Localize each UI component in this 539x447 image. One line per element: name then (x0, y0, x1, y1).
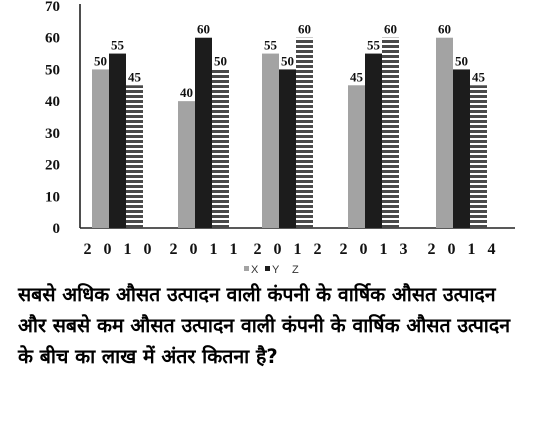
x-category-label: 2 0 1 0 (84, 241, 156, 258)
bar-value-label: 55 (111, 38, 125, 53)
legend-label-y: Y (272, 264, 280, 275)
bar-z (382, 37, 399, 228)
bar-value-label: 50 (455, 53, 468, 68)
chart-legend: X Y Z (244, 264, 299, 275)
y-tick-label: 30 (45, 126, 60, 142)
legend-swatch-y (265, 266, 270, 271)
bar-y (195, 37, 212, 228)
bar-value-label: 45 (472, 69, 486, 84)
legend-label-z: Z (292, 264, 299, 275)
bar-x (178, 101, 195, 228)
y-tick-label: 50 (45, 62, 60, 78)
bar-value-label: 60 (298, 22, 311, 37)
bar-value-label: 60 (197, 22, 210, 37)
bar-z (470, 85, 487, 229)
bar-y (453, 69, 470, 228)
bar-value-label: 60 (438, 22, 451, 37)
y-tick-label: 20 (45, 158, 60, 174)
y-tick-label: 40 (45, 94, 60, 110)
bar-x (348, 85, 365, 229)
bar-value-label: 60 (384, 22, 397, 37)
x-category-label: 2 0 1 1 (170, 241, 242, 258)
bar-value-label: 50 (281, 53, 294, 68)
bar-z (296, 37, 313, 228)
bar-y (279, 69, 296, 228)
bar-x (436, 37, 453, 228)
bar-value-label: 55 (367, 38, 381, 53)
bar-z (126, 85, 143, 229)
legend-swatch-x (244, 266, 249, 271)
y-tick-label: 0 (53, 221, 61, 237)
x-category-label: 2 0 1 2 (254, 241, 326, 258)
bar-value-label: 50 (214, 53, 227, 68)
question-text: सबसे अधिक औसत उत्पादन वाली कंपनी के वार्… (18, 283, 511, 368)
y-tick-label: 10 (45, 189, 60, 205)
bar-x (262, 53, 279, 229)
x-category-label: 2 0 1 3 (340, 241, 412, 258)
bar-value-label: 45 (350, 69, 364, 84)
bar-y (109, 53, 126, 229)
bar-x (92, 69, 109, 228)
bar-value-label: 40 (180, 85, 193, 100)
y-tick-label: 60 (45, 31, 60, 47)
legend-label-x: X (251, 264, 259, 275)
x-category-label: 2 0 1 4 (428, 241, 500, 258)
bar-value-label: 55 (264, 38, 278, 53)
bar-y (365, 53, 382, 229)
bar-value-label: 50 (94, 53, 107, 68)
bar-value-label: 45 (128, 69, 142, 84)
bar-z (212, 69, 229, 228)
y-tick-label: 70 (45, 0, 60, 15)
